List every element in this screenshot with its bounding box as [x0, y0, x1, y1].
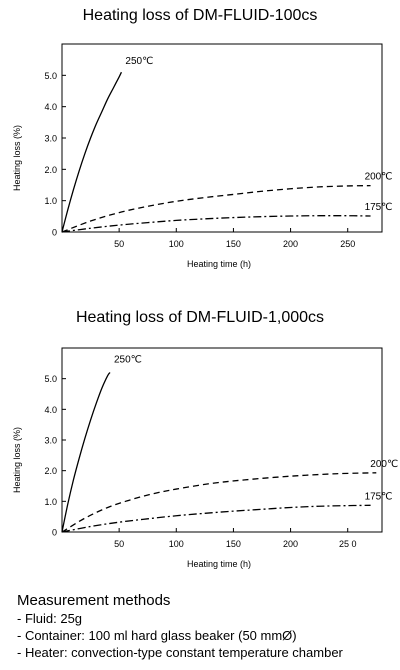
y-axis-label: Heating loss (%) — [12, 125, 22, 191]
series-label: 175℃ — [365, 202, 393, 213]
series-line-2 — [61, 215, 371, 233]
chart-1000cs: 0 1.0 2.0 3.0 4.0 5.0 50 100 150 200 25 0 Heating t… — [12, 347, 398, 569]
x-tick-label: 50 — [114, 239, 124, 249]
y-tick-label: 0 — [52, 228, 57, 238]
x-tick-label: 100 — [169, 239, 184, 249]
y-tick-label: 4.0 — [44, 102, 57, 112]
x-tick-label: 250 — [340, 239, 355, 249]
note-item: - Heater: convection-type constant tempe… — [17, 645, 343, 660]
measurement-notes: Measurement methods - Fluid: 25g - Conta… — [17, 592, 343, 661]
x-tick-label: 150 — [226, 539, 241, 549]
y-tick-label: 5.0 — [44, 374, 57, 384]
chart-100cs: 0 1.0 2.0 3.0 4.0 5.0 50 100 150 200 250 Heating ti… — [12, 43, 393, 269]
notes-heading: Measurement methods — [17, 592, 171, 609]
chart-title-1000cs: Heating loss of DM-FLUID-1,000cs — [75, 309, 325, 326]
series-line-0 — [61, 372, 111, 533]
plot-frame — [61, 347, 383, 533]
x-tick-label: 100 — [169, 539, 184, 549]
y-tick-label: 1.0 — [44, 497, 57, 507]
x-axis-label: Heating time (h) — [187, 559, 251, 569]
series-label: 200℃ — [370, 459, 398, 470]
y-tick-label: 1.0 — [44, 196, 57, 206]
series-label: 250℃ — [114, 355, 142, 366]
y-tick-label: 4.0 — [44, 405, 57, 415]
x-tick-label: 200 — [283, 239, 298, 249]
series-line-0 — [61, 71, 123, 233]
y-tick-label: 3.0 — [44, 134, 57, 144]
series-label: 250℃ — [125, 56, 153, 67]
y-tick-label: 3.0 — [44, 436, 57, 446]
y-tick-label: 2.0 — [44, 466, 57, 476]
x-tick-label: 150 — [226, 239, 241, 249]
chart-title-100cs: Heating loss of DM-FLUID-100cs — [82, 7, 318, 24]
y-tick-label: 2.0 — [44, 165, 57, 175]
x-tick-label: 50 — [114, 539, 124, 549]
series-line-1 — [61, 184, 371, 233]
note-item: - Container: 100 ml hard glass beaker (5… — [17, 628, 297, 643]
plot-frame — [61, 43, 383, 233]
x-axis-label: Heating time (h) — [187, 259, 251, 269]
y-axis-label: Heating loss (%) — [12, 427, 22, 493]
note-item: - Fluid: 25g — [17, 611, 83, 626]
x-tick-label: 25 0 — [339, 539, 357, 549]
series-label: 200℃ — [365, 172, 393, 183]
series-label: 175℃ — [365, 491, 393, 502]
series-line-1 — [61, 472, 377, 533]
y-tick-label: 5.0 — [44, 71, 57, 81]
series-line-2 — [61, 504, 371, 533]
x-tick-label: 200 — [283, 539, 298, 549]
y-tick-label: 0 — [52, 528, 57, 538]
